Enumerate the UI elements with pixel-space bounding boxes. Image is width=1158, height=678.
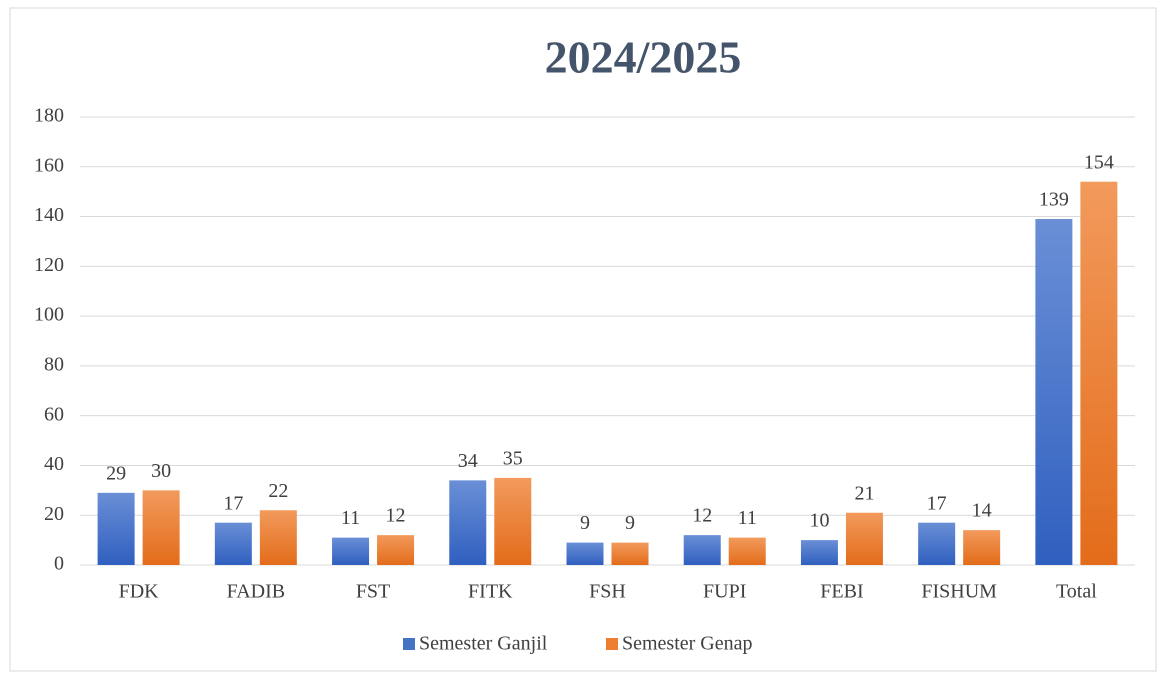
bar [728,537,766,565]
y-tick-label: 120 [34,254,64,276]
y-tick-label: 60 [44,403,64,425]
x-tick-label: FDK [119,581,160,603]
bar [214,522,252,565]
data-label: 12 [386,505,406,527]
data-label: 30 [151,460,171,482]
data-label: 139 [1039,189,1069,211]
y-tick-label: 140 [34,204,64,226]
chart-frame [9,7,1157,672]
data-label: 17 [223,492,243,514]
x-tick-label: FITK [468,581,513,603]
data-label: 10 [809,510,829,532]
data-label: 9 [580,512,590,534]
x-tick-label: Total [1056,581,1097,603]
data-label: 154 [1084,151,1114,173]
bar [1035,219,1073,566]
data-label: 11 [738,507,757,529]
data-label: 11 [341,507,360,529]
bar [683,535,721,565]
data-label: 21 [854,482,874,504]
x-tick-label: FISHUM [921,581,997,603]
legend-label: Semester Ganjil [419,633,548,655]
data-label: 22 [268,480,288,502]
data-label: 12 [692,505,712,527]
bar [97,492,135,565]
legend-swatch [606,638,618,650]
data-label: 9 [625,512,635,534]
data-label: 29 [106,462,126,484]
x-tick-label: FEBI [820,581,863,603]
bar [918,522,956,565]
y-tick-label: 0 [54,553,64,575]
legend-swatch [403,638,415,650]
data-label: 35 [503,447,523,469]
y-tick-label: 160 [34,154,64,176]
bar [611,542,649,565]
bar [1080,181,1118,565]
x-tick-label: FSH [589,581,626,603]
bar [332,537,370,565]
bar [800,540,838,565]
y-tick-label: 20 [44,503,64,525]
bar [566,542,604,565]
chart-title: 2024/2025 [545,32,742,83]
bar [963,530,1001,565]
bar [259,510,297,565]
bar [494,477,532,565]
x-tick-label: FADIB [227,581,286,603]
y-tick-label: 80 [44,353,64,375]
y-tick-label: 100 [34,304,64,326]
y-tick-label: 180 [34,105,64,127]
data-label: 34 [458,450,478,472]
data-label: 17 [927,492,947,514]
data-label: 14 [972,500,992,522]
x-tick-label: FST [356,581,390,603]
x-tick-label: FUPI [703,581,746,603]
bar [845,512,883,565]
bar [449,480,487,565]
y-tick-label: 40 [44,453,64,475]
legend-label: Semester Genap [622,633,753,655]
bar [142,490,180,565]
bar [377,535,415,565]
